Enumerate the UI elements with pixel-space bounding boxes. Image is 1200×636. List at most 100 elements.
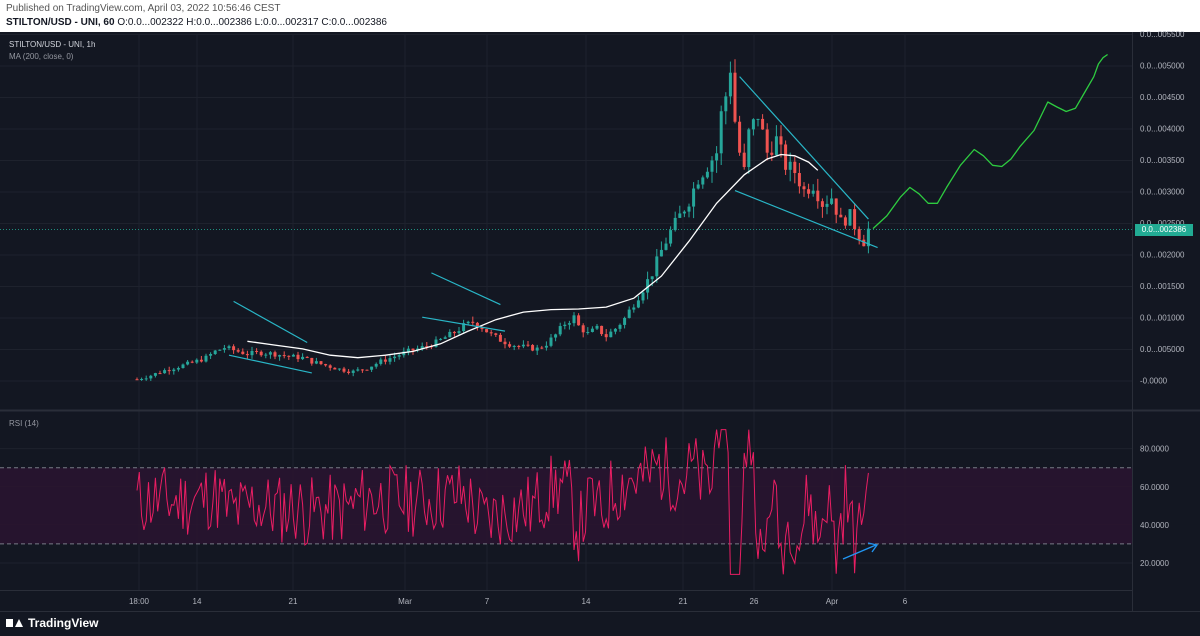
candle (190, 360, 194, 364)
candle-body (742, 152, 746, 168)
candle-body (291, 354, 295, 357)
brand-name: TradingView (28, 616, 99, 630)
candle (388, 354, 392, 365)
candle (761, 114, 765, 130)
trendline (422, 316, 506, 332)
candle (834, 198, 838, 224)
candle (696, 179, 700, 190)
candle-body (673, 217, 677, 231)
candle-body (825, 203, 829, 207)
candle (176, 366, 180, 372)
candle-body (581, 325, 585, 333)
candle (144, 375, 148, 381)
candle (839, 207, 843, 218)
candle-body (659, 249, 663, 257)
candle (480, 325, 484, 332)
candle (664, 237, 668, 251)
candle-body (834, 198, 838, 215)
candle (733, 59, 737, 124)
candle (135, 377, 139, 381)
candle (149, 374, 153, 381)
candle (163, 368, 167, 374)
candle (843, 215, 847, 229)
candle (807, 183, 811, 199)
candle-body (618, 324, 622, 329)
candle (232, 344, 236, 354)
rsi-divergence-arrowhead (867, 542, 879, 553)
candle-body (278, 355, 282, 357)
candle (273, 350, 277, 360)
candle (853, 203, 857, 236)
candle (567, 320, 571, 330)
candle (682, 210, 686, 218)
candle (632, 304, 636, 313)
candle (604, 329, 608, 342)
time-axis-tick-label: 7 (485, 597, 490, 606)
candle (333, 367, 337, 370)
candle-body (715, 153, 719, 161)
candle (227, 344, 231, 351)
candle (558, 322, 562, 337)
candle-body (351, 370, 355, 373)
candle-body (347, 371, 351, 373)
candle-body (558, 326, 562, 335)
ma-legend[interactable]: MA (200, close, 0) (9, 52, 74, 61)
candle-body (305, 356, 309, 358)
time-axis-tick-label: Apr (826, 597, 839, 606)
candle-body (678, 213, 682, 218)
candle-body (779, 136, 783, 145)
candle (784, 140, 788, 175)
candle-body (848, 209, 852, 226)
candle-body (190, 361, 194, 363)
candle (259, 350, 263, 357)
candle-body (807, 189, 811, 194)
candle-body (669, 230, 673, 244)
candle-body (314, 361, 318, 364)
candle-body (296, 354, 300, 360)
candle-body (862, 239, 866, 247)
published-timestamp: Published on TradingView.com, April 03, … (6, 3, 281, 14)
candle (724, 92, 728, 125)
candle (820, 198, 824, 218)
candle-body (218, 349, 222, 351)
candle-body (213, 350, 217, 354)
candle (457, 326, 461, 335)
candle (728, 61, 732, 105)
candle (636, 296, 640, 309)
candle-body (577, 315, 581, 326)
time-axis-tick-label: 26 (750, 597, 759, 606)
trendline (233, 300, 308, 344)
candle-body (765, 129, 769, 153)
candle-body (383, 359, 387, 362)
candle (618, 323, 622, 332)
candle-body (802, 186, 806, 190)
trendline (739, 76, 869, 220)
rsi-line (136, 429, 869, 575)
time-axis-tick-label: 18:00 (129, 597, 150, 606)
candle-body (650, 276, 654, 280)
candle (186, 360, 190, 366)
candle (310, 357, 314, 366)
candle-body (761, 118, 765, 130)
candle (268, 351, 272, 359)
candle (705, 167, 709, 179)
candle (581, 323, 585, 338)
candle-body (595, 325, 599, 329)
candle (802, 182, 806, 197)
candle-body (434, 339, 438, 347)
candle-body (176, 368, 180, 370)
candle-body (494, 333, 498, 335)
time-axis-tick-label: 14 (193, 597, 202, 606)
candle-body (797, 173, 801, 187)
candle-body (324, 364, 328, 366)
candle (779, 125, 783, 158)
candle (627, 306, 631, 319)
price-axis-tick-label: 0.0...001000 (1140, 314, 1185, 323)
candle (517, 344, 521, 350)
candle-body (701, 177, 705, 185)
rsi-legend[interactable]: RSI (14) (9, 419, 39, 428)
candle-body (853, 209, 857, 229)
tradingview-logo[interactable]: TradingView (6, 616, 98, 630)
candle-body (393, 356, 397, 359)
